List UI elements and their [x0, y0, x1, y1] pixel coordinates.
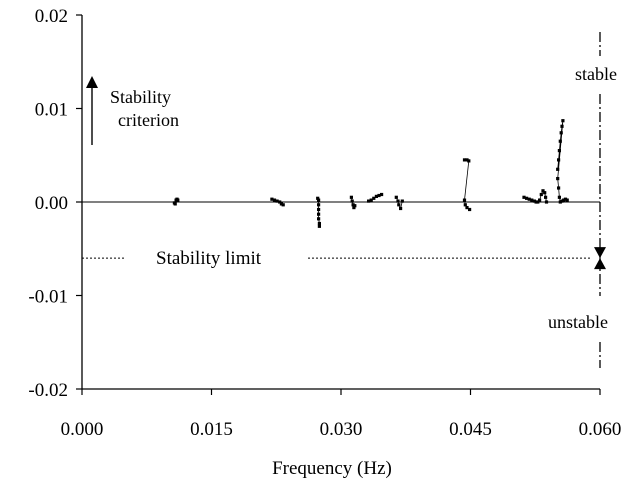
data-point [372, 196, 376, 200]
data-points [172, 119, 569, 228]
limit-arrow-up-icon [594, 258, 606, 270]
data-point [317, 224, 321, 228]
data-point [380, 192, 384, 197]
data-point [353, 204, 357, 208]
data-point [560, 199, 564, 203]
data-point [560, 124, 564, 128]
data-point [558, 139, 562, 143]
x-tick-label: 0.000 [61, 419, 104, 440]
tick-group: 0.02 0.01 0.00 -0.01 -0.02 0.000 0.015 0.030 0.0… [28, 6, 621, 440]
data-point [557, 186, 561, 190]
data-point [530, 198, 534, 202]
data-point [317, 217, 321, 221]
x-tick-label: 0.030 [320, 419, 363, 440]
data-point [462, 158, 467, 162]
data-point [317, 221, 321, 226]
data-point [275, 199, 279, 203]
data-point [317, 203, 321, 207]
unstable-label: unstable [548, 312, 608, 332]
data-point [557, 149, 561, 153]
data-point [558, 200, 562, 204]
data-trace [395, 197, 403, 210]
x-tick-label: 0.060 [579, 419, 622, 440]
data-point [317, 207, 321, 212]
data-point [544, 200, 549, 204]
x-tick-label: 0.015 [190, 419, 233, 440]
data-point [527, 197, 531, 201]
data-point [561, 119, 565, 123]
data-point [279, 202, 283, 206]
data-point [317, 198, 321, 202]
limit-arrow-down-icon [594, 247, 606, 259]
data-point [541, 189, 545, 193]
data-point [352, 206, 356, 210]
data-point [556, 167, 560, 171]
data-point [316, 196, 320, 200]
data-point [557, 158, 561, 162]
data-point [394, 195, 398, 199]
data-point [565, 198, 569, 202]
data-point [350, 199, 354, 203]
data-point [543, 191, 547, 195]
data-point [536, 200, 540, 204]
data-point [349, 195, 353, 199]
data-point [400, 199, 404, 203]
y-tick-label: 0.01 [35, 100, 68, 121]
data-point [556, 177, 560, 181]
axes [81, 15, 600, 390]
data-point [397, 203, 401, 207]
y-tick-label: -0.01 [28, 287, 68, 308]
data-point [281, 203, 285, 207]
data-point [176, 198, 180, 202]
data-point [270, 197, 274, 201]
stability-limit-label: Stability limit [156, 248, 262, 269]
data-point [465, 158, 469, 162]
y-tick-label: 0.02 [35, 6, 68, 27]
data-point [467, 159, 471, 163]
data-point [468, 207, 472, 212]
data-point [462, 198, 467, 202]
x-axis-title: Frequency (Hz) [272, 458, 392, 479]
data-point [559, 131, 563, 135]
data-point [351, 203, 355, 207]
data-point [563, 197, 568, 201]
data-point [272, 198, 277, 202]
data-point [557, 195, 561, 199]
data-point [396, 199, 400, 203]
data-point [399, 206, 403, 211]
y-tick-label: 0.00 [35, 193, 68, 214]
data-point [532, 199, 536, 203]
data-point [534, 200, 538, 204]
data-point [465, 206, 469, 210]
stability-criterion-label-line1: Stability [110, 87, 171, 107]
data-point [544, 195, 548, 199]
x-tick-label: 0.045 [449, 419, 492, 440]
data-point [369, 198, 373, 202]
stability-criterion-label-line2: criterion [118, 110, 179, 130]
data-point [463, 203, 467, 207]
data-point [377, 193, 381, 198]
data-point [317, 212, 321, 216]
data-point [522, 195, 526, 199]
stability-criterion-arrow-icon [86, 76, 98, 88]
y-tick-label: -0.02 [28, 380, 68, 401]
data-point [367, 199, 371, 203]
data-point [538, 198, 542, 202]
data-point [562, 198, 566, 202]
data-point [525, 196, 529, 200]
data-point [539, 192, 543, 197]
stable-label: stable [575, 64, 617, 84]
data-point [173, 202, 177, 206]
reference-lines [82, 32, 606, 368]
data-point [278, 200, 282, 204]
data-point [374, 194, 378, 198]
